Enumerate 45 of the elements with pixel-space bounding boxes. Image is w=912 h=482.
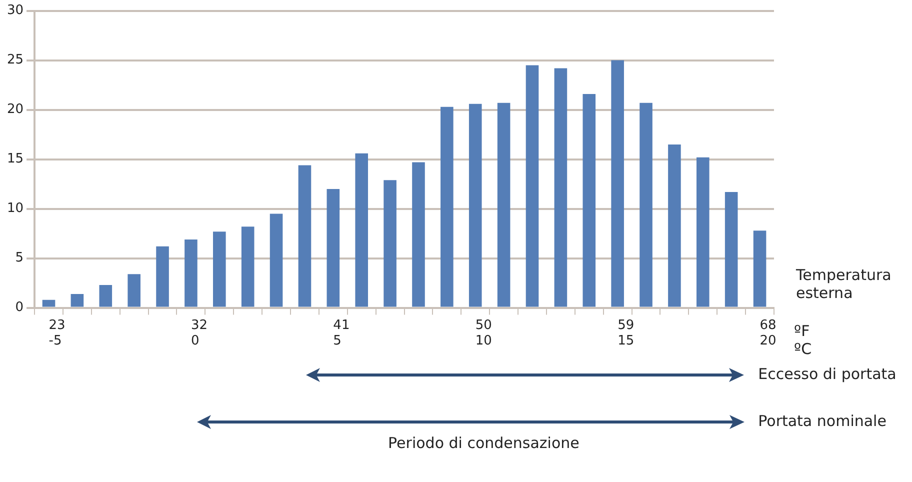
y-tick-label: 15 xyxy=(6,152,24,167)
bar xyxy=(611,60,624,307)
bar xyxy=(412,162,425,307)
bar xyxy=(497,102,510,307)
bar xyxy=(668,144,681,307)
bar xyxy=(355,153,368,307)
bar xyxy=(384,180,396,307)
bar xyxy=(582,94,596,307)
bar xyxy=(270,214,283,307)
x-tick-label: 23 -5 xyxy=(48,318,66,349)
text: Periodo di condensazione xyxy=(388,434,580,452)
bar xyxy=(99,285,112,307)
y-tick-label: 5 xyxy=(15,250,24,266)
x-tick-label: 68 20 xyxy=(760,318,776,349)
bar xyxy=(298,165,312,307)
bar xyxy=(42,300,56,307)
y-tick-label: 25 xyxy=(6,52,24,68)
bar xyxy=(241,226,254,307)
x-tick-label: 41 5 xyxy=(333,318,350,349)
bar xyxy=(184,239,198,307)
bar xyxy=(640,102,652,307)
bar xyxy=(440,106,454,307)
bar xyxy=(554,68,568,307)
x-tick-label: 50 10 xyxy=(475,318,492,349)
bar xyxy=(326,189,340,307)
bar xyxy=(526,65,539,307)
text: Portata nominale xyxy=(758,412,886,430)
text: ºF xyxy=(794,322,810,340)
y-tick-label: 0 xyxy=(15,300,24,316)
bar xyxy=(696,157,710,307)
x-axis-title: Temperatura esterna xyxy=(796,266,892,302)
bar xyxy=(156,246,169,307)
text: ºC xyxy=(794,340,812,358)
bar xyxy=(128,274,140,307)
text: Eccesso di portata xyxy=(758,364,896,383)
bar xyxy=(468,104,482,307)
y-tick-label: 20 xyxy=(6,102,24,118)
bar xyxy=(724,192,738,307)
x-tick-label: 59 15 xyxy=(618,318,634,349)
x-tick-label: 32 0 xyxy=(190,318,208,349)
bar xyxy=(213,232,226,307)
bar xyxy=(70,294,84,307)
bar xyxy=(753,230,766,307)
y-tick-label: 30 xyxy=(6,3,24,18)
y-tick-label: 10 xyxy=(6,201,24,216)
